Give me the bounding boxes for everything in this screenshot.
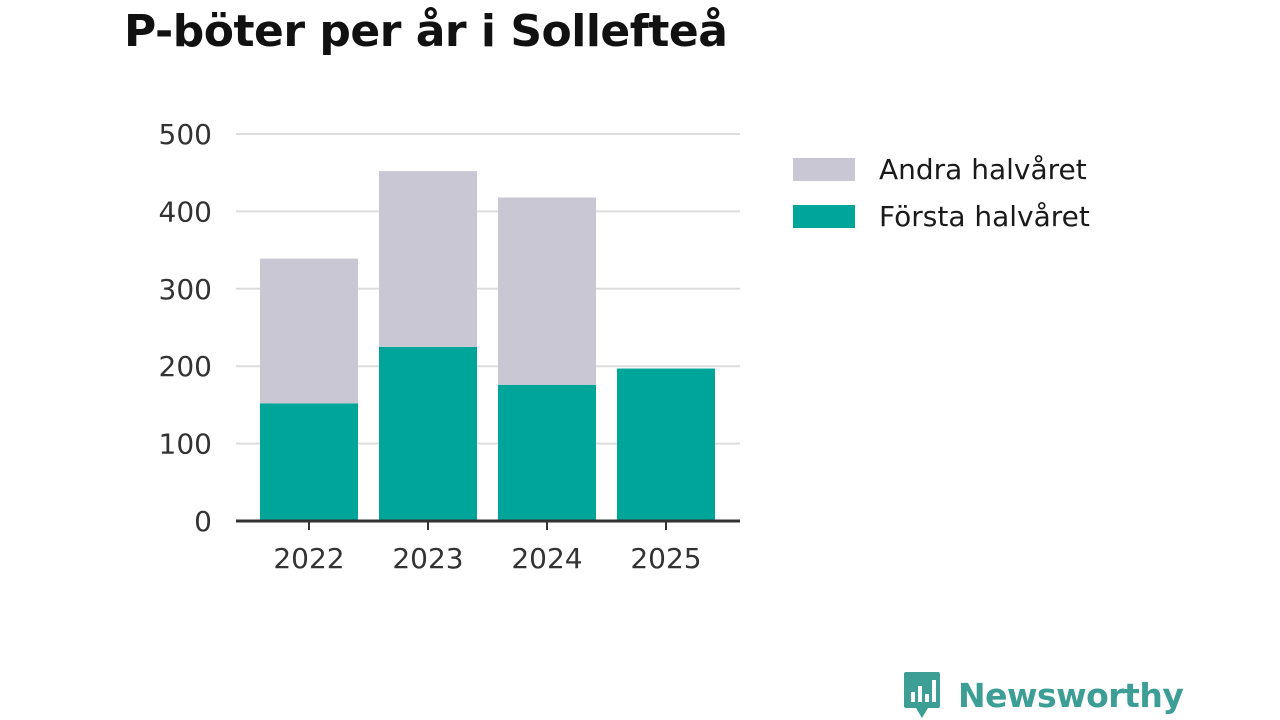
legend-item-forsta-halvaret: Första halvåret bbox=[793, 193, 1090, 240]
bar-forsta-halvaret-2023 bbox=[379, 346, 477, 521]
y-tick-label-400: 400 bbox=[159, 195, 212, 228]
legend-item-andra-halvaret: Andra halvåret bbox=[793, 146, 1090, 193]
newsworthy-logo-icon bbox=[904, 672, 940, 718]
brand-logo: Newsworthy bbox=[902, 670, 1184, 720]
y-tick-label-200: 200 bbox=[159, 350, 212, 383]
x-axis-labels: 2022 2023 2024 2025 bbox=[273, 521, 702, 575]
y-axis-labels: 0 100 200 300 400 500 bbox=[159, 118, 212, 538]
bar-andra-halvaret-2022 bbox=[260, 258, 358, 404]
x-tick-label-2025: 2025 bbox=[630, 542, 701, 575]
y-tick-label-0: 0 bbox=[194, 505, 212, 538]
bar-forsta-halvaret-2024 bbox=[498, 384, 596, 521]
legend: Andra halvåret Första halvåret bbox=[793, 146, 1090, 240]
brand-name: Newsworthy bbox=[958, 675, 1184, 715]
bar-andra-halvaret-2023 bbox=[379, 171, 477, 347]
legend-swatch-andra-halvaret bbox=[793, 158, 855, 181]
chart-title: P-böter per år i Sollefteå bbox=[124, 6, 728, 57]
bar-forsta-halvaret-2022 bbox=[260, 403, 358, 521]
x-tick-label-2023: 2023 bbox=[392, 542, 463, 575]
y-tick-label-100: 100 bbox=[159, 428, 212, 461]
y-tick-label-500: 500 bbox=[159, 118, 212, 151]
bar-forsta-halvaret-2025 bbox=[617, 368, 715, 521]
legend-label-andra-halvaret: Andra halvåret bbox=[879, 153, 1087, 186]
legend-swatch-forsta-halvaret bbox=[793, 205, 855, 228]
x-tick-label-2024: 2024 bbox=[511, 542, 582, 575]
legend-label-forsta-halvaret: Första halvåret bbox=[879, 200, 1090, 233]
x-tick-label-2022: 2022 bbox=[273, 542, 344, 575]
bars bbox=[260, 171, 715, 521]
y-tick-label-300: 300 bbox=[159, 273, 212, 306]
bar-andra-halvaret-2024 bbox=[498, 197, 596, 385]
